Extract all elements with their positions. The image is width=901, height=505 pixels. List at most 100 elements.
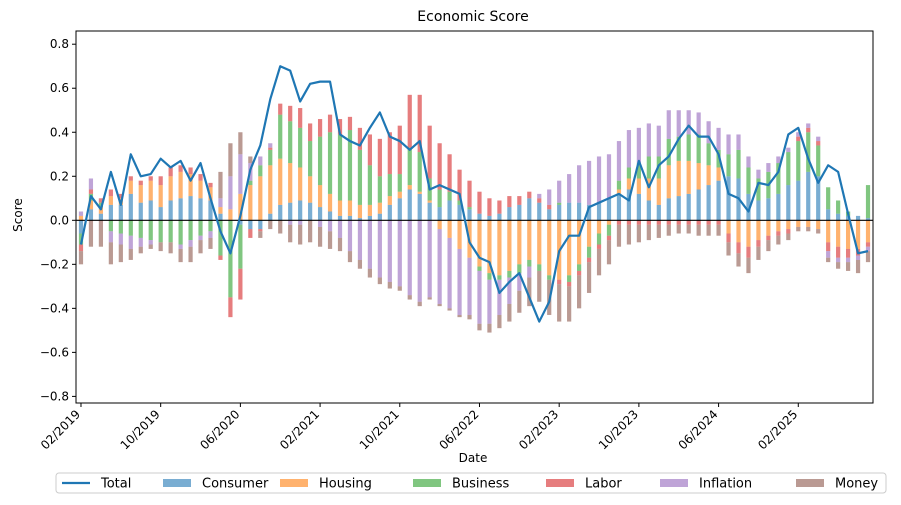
bar-labor-19 [268,147,273,150]
bar-business-73 [806,132,811,172]
bar-business-22 [298,127,303,168]
bar-consumer-5 [128,193,133,221]
legend-entry-housing: Housing [280,477,372,492]
bar-consumer-55 [626,189,632,221]
bar-business-57 [646,156,651,179]
bar-labor-13 [208,182,213,188]
bar-consumer-4 [118,204,123,221]
bar-money-57 [646,224,651,241]
bar-consumer-54 [616,193,622,221]
bar-business-43 [507,270,512,278]
bar-money-19 [268,220,273,230]
bar-consumer-20 [278,204,283,221]
bar-consumer-25 [327,211,333,221]
bar-consumer-78 [855,215,861,221]
bar-money-51 [586,262,592,293]
bar-consumer-43 [507,207,512,221]
bar-business-50 [577,264,582,271]
bar-inflation-73 [806,123,811,128]
bar-inflation-58 [656,125,661,157]
bar-inflation-63 [706,121,711,144]
bar-money-15 [228,143,233,177]
bar-inflation-56 [636,127,641,164]
bar-housing-7 [148,180,153,201]
bar-inflation-44 [517,273,522,291]
bar-business-62 [696,134,701,164]
bar-housing-52 [596,220,602,234]
bar-housing-46 [537,220,542,265]
bar-housing-1 [88,200,94,210]
bar-inflation-45 [527,266,532,278]
bar-labor-57 [646,220,651,225]
bar-inflation-15 [228,176,233,210]
bar-consumer-70 [776,193,781,221]
bar-business-52 [596,233,602,245]
bar-labor-32 [397,125,402,175]
bar-consumer-32 [397,198,402,221]
bar-labor-7 [148,176,153,181]
bar-inflation-42 [497,279,502,315]
bar-money-50 [577,275,582,309]
bar-business-51 [586,246,592,258]
bar-housing-78 [855,220,861,249]
y-tick-label: −0.8 [40,389,69,403]
bar-labor-69 [766,235,771,241]
bar-labor-22 [298,108,303,128]
bar-inflation-3 [108,231,113,243]
bar-business-25 [327,132,333,194]
bar-money-52 [596,248,602,276]
bar-money-28 [357,259,363,269]
bar-housing-75 [826,220,831,243]
bar-consumer-59 [666,198,671,221]
bar-consumer-37 [447,200,452,221]
bar-consumer-61 [686,193,691,221]
bars-layer [78,94,871,333]
bar-business-60 [676,136,681,161]
bar-labor-62 [696,220,701,225]
bar-housing-73 [806,220,811,227]
bar-money-23 [308,220,313,243]
bar-inflation-62 [696,112,701,135]
bar-labor-67 [746,246,751,258]
bar-labor-36 [437,143,442,190]
bar-business-76 [836,200,841,214]
bar-money-41 [487,323,492,333]
bar-business-71 [786,152,791,186]
bar-money-40 [477,323,482,331]
bar-business-7 [148,220,153,241]
bar-money-59 [666,224,671,236]
bar-housing-29 [367,204,372,216]
bar-housing-0 [78,215,84,221]
bar-consumer-16 [238,220,243,225]
bar-consumer-7 [148,200,153,221]
bar-housing-21 [288,163,293,203]
bar-money-78 [855,259,861,274]
bar-inflation-79 [865,246,871,252]
bar-money-32 [397,286,402,291]
bar-inflation-6 [138,237,143,247]
bar-labor-23 [308,123,313,142]
bar-labor-35 [427,125,432,179]
bar-money-27 [347,251,353,263]
bar-consumer-23 [308,202,313,221]
bar-inflation-47 [547,189,552,205]
legend-label: Business [452,477,510,492]
bar-inflation-50 [577,165,582,203]
bar-labor-52 [596,244,602,249]
bar-housing-34 [417,191,422,194]
bar-labor-66 [736,242,741,254]
bar-housing-62 [696,163,701,190]
bar-housing-20 [278,158,283,205]
bar-inflation-5 [128,235,133,249]
y-tick-label: −0.2 [40,257,69,271]
bar-money-3 [108,242,113,265]
bar-housing-18 [258,176,263,221]
bar-housing-61 [686,160,691,194]
bar-money-1 [88,220,94,247]
bar-consumer-14 [218,213,223,221]
bar-business-65 [726,154,731,177]
bar-labor-79 [865,242,871,247]
bar-labor-33 [407,94,412,148]
bar-business-31 [387,174,392,197]
bar-money-24 [317,226,323,247]
